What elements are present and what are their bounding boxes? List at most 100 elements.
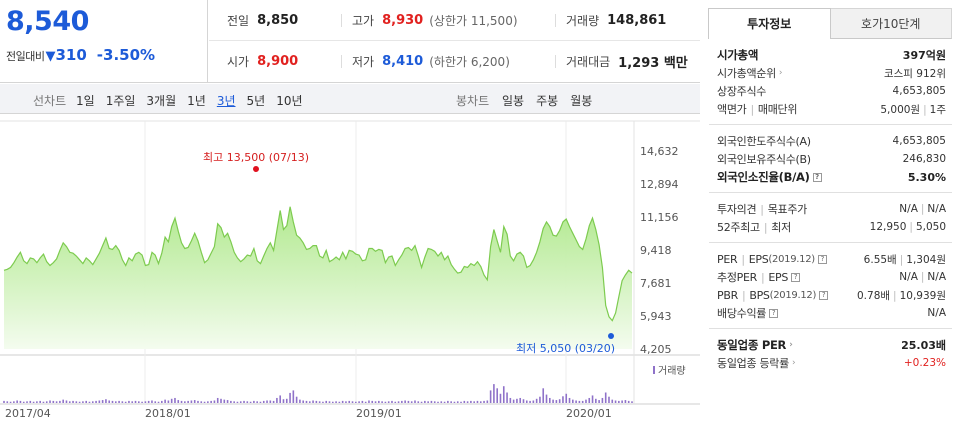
volume-bar <box>470 400 472 403</box>
volume-bar <box>262 400 265 403</box>
help-icon[interactable]: ? <box>817 254 827 264</box>
period-tab-1w[interactable]: 1주일 <box>105 94 136 108</box>
volume-bar <box>437 401 439 403</box>
volume-bar <box>479 401 482 403</box>
x-tick-label: 2020/01 <box>566 407 612 420</box>
current-price: 8,540 <box>6 6 89 37</box>
volume-bar <box>430 400 433 403</box>
period-tab-3m[interactable]: 3개월 <box>146 94 177 108</box>
volume-bar <box>72 400 74 403</box>
volume-bar <box>463 400 466 403</box>
volume-bar <box>26 401 28 403</box>
chart-toolbar: 선차트 1일 1주일 3개월 1년 3년 5년 10년 봉차트 일봉 주봉 월봉 <box>0 84 700 114</box>
volume-bar <box>621 400 623 403</box>
volume-bar <box>522 399 525 403</box>
section-opinion: 투자의견 | 목표주가 N/A | N/A 52주최고 | 최저 12,950 | 5,050 <box>709 193 952 243</box>
row-sector-per[interactable]: 동일업종 PER › 25.03배 <box>717 338 946 352</box>
volume-bar <box>575 400 577 403</box>
volume-bar <box>532 400 535 403</box>
volume-bar <box>322 401 324 403</box>
volume: 거래량 148,861 <box>566 12 667 28</box>
help-icon[interactable]: ? <box>819 290 829 300</box>
volume-bar <box>381 401 383 403</box>
candle-chart-label: 봉차트 <box>456 94 490 108</box>
volume-bar <box>358 401 360 403</box>
candle-tab-weekly[interactable]: 주봉 <box>536 94 559 108</box>
volume-bar <box>328 401 331 403</box>
volume-bar <box>118 400 120 403</box>
volume-bar <box>269 400 272 403</box>
help-icon[interactable]: ? <box>769 308 779 318</box>
volume-bar <box>473 401 475 403</box>
high-price: 고가 8,930 (상한가 11,500) <box>352 12 518 28</box>
change-label: 전일대비 <box>6 50 45 63</box>
row-market-cap-rank[interactable]: 시가총액순위 › 코스피 912위 <box>717 67 946 80</box>
info-tabs: 투자정보 호가10단계 <box>708 8 952 39</box>
row-opinion: 투자의견 | 목표주가 N/A | N/A <box>717 202 946 217</box>
volume-bar <box>318 401 321 403</box>
volume-bar <box>489 390 492 403</box>
help-icon[interactable]: ? <box>791 272 801 282</box>
volume-bar <box>170 398 173 403</box>
quote-header: 8,540 전일대비 ▼ 310 -3.50% 전일 8,850 고가 8,93… <box>0 0 700 83</box>
volume-bar <box>591 395 594 403</box>
chevron-right-icon: › <box>778 68 783 78</box>
volume-bar <box>410 401 413 403</box>
volume-bar <box>496 388 498 403</box>
volume-bar <box>509 397 512 403</box>
period-tab-3y[interactable]: 3년 <box>216 94 236 108</box>
volume-bar <box>476 400 479 403</box>
tab-order-book[interactable]: 호가10단계 <box>830 8 952 39</box>
volume-bar <box>200 401 203 403</box>
row-per-eps: PER | EPS (2019.12)? 6.55배 | 1,304원 <box>717 252 946 266</box>
volume-bar <box>124 401 127 403</box>
y-tick-label: 11,156 <box>640 211 679 224</box>
quote-row-2: 시가 8,900 저가 8,410 (하한가 6,200) 거래대금 1,293… <box>209 41 700 82</box>
volume-bar <box>285 398 288 403</box>
period-tab-1y[interactable]: 1년 <box>187 94 206 108</box>
section-sector: 동일업종 PER › 25.03배 동일업종 등락률 › +0.23% <box>709 329 952 378</box>
open-price: 시가 8,900 <box>227 54 299 69</box>
volume-bar <box>345 401 347 403</box>
volume-bar <box>36 401 38 403</box>
volume-bar <box>519 397 522 403</box>
period-tab-1d[interactable]: 1일 <box>76 94 95 108</box>
volume-bar <box>335 401 337 403</box>
volume-bar <box>157 401 160 403</box>
volume-bar <box>397 401 400 403</box>
volume-bar <box>207 401 209 403</box>
period-tab-5y[interactable]: 5년 <box>246 94 266 108</box>
volume-bar <box>516 398 518 403</box>
tab-investment-info[interactable]: 투자정보 <box>708 8 831 39</box>
volume-bar <box>456 401 459 403</box>
row-foreign-ratio: 외국인소진율(B/A)? 5.30% <box>717 170 946 184</box>
volume-bar <box>299 399 301 403</box>
volume-bar <box>282 399 285 403</box>
volume-bar <box>614 400 617 403</box>
volume-bar <box>351 401 354 403</box>
volume-bar <box>581 400 584 403</box>
volume-bar <box>420 401 423 403</box>
volume-bar <box>542 388 545 403</box>
candle-tab-monthly[interactable]: 월봉 <box>570 94 593 108</box>
volume-bar <box>279 395 281 403</box>
section-valuation: PER | EPS (2019.12)? 6.55배 | 1,304원 추정PER | EPS… <box>709 243 952 329</box>
x-tick-label: 2017/04 <box>5 407 51 420</box>
volume-bar <box>203 401 206 403</box>
row-sector-change[interactable]: 동일업종 등락률 › +0.23% <box>717 357 946 370</box>
prev-close: 전일 8,850 <box>227 12 299 28</box>
volume-bar <box>3 400 5 403</box>
volume-bar <box>239 401 242 403</box>
volume-bar <box>562 396 564 403</box>
candle-tab-daily[interactable]: 일봉 <box>502 94 525 108</box>
period-tab-10y[interactable]: 10년 <box>276 94 303 108</box>
volume-bar <box>355 401 357 403</box>
help-icon[interactable]: ? <box>812 172 822 182</box>
volume-bar <box>190 400 193 403</box>
volume-bar <box>253 400 255 403</box>
volume-bar <box>529 400 531 403</box>
volume-bar <box>545 394 548 403</box>
price-line <box>3 206 633 322</box>
volume-bar <box>453 401 456 403</box>
volume-bar <box>193 400 196 403</box>
